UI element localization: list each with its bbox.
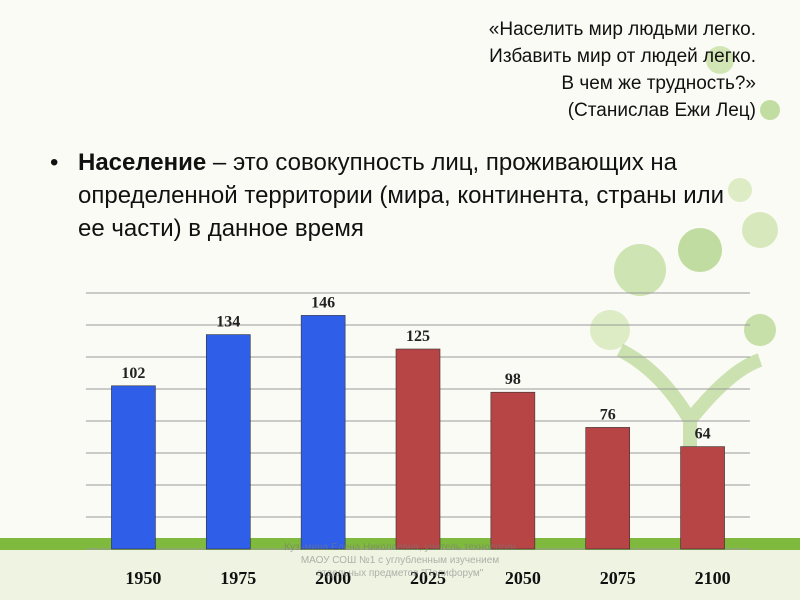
- x-tick-label: 2075: [600, 568, 636, 588]
- x-tick-label: 2050: [505, 568, 541, 588]
- quote-line: (Станислав Ежи Лец): [567, 100, 756, 121]
- bar: [490, 391, 536, 550]
- bar: [205, 334, 251, 550]
- value-label: 76: [600, 406, 616, 423]
- value-label: 146: [311, 294, 335, 311]
- term: Население: [78, 149, 207, 176]
- bullet-dot: •: [50, 149, 59, 176]
- bar: [585, 427, 631, 550]
- bar: [395, 348, 441, 550]
- bar: [300, 315, 346, 550]
- definition: – это совокупность лиц, проживающих на о…: [78, 149, 725, 242]
- footer: Кузьмина Елена Николаевна, учитель техно…: [284, 542, 516, 579]
- quote-line: В чем же трудность?»: [561, 73, 756, 94]
- bullet: • Население – это совокупность лиц, прож…: [50, 146, 730, 245]
- value-label: 98: [505, 371, 521, 388]
- bar: [111, 385, 156, 550]
- bullet-text: Население – это совокупность лиц, прожив…: [78, 146, 730, 245]
- quote-line: «Населить мир людьми легко.: [488, 19, 756, 40]
- x-tick-label: 2100: [695, 568, 731, 588]
- x-tick-label: 2025: [410, 568, 446, 588]
- value-label: 134: [216, 314, 240, 331]
- x-tick-label: 1950: [125, 568, 161, 588]
- bar: [680, 446, 725, 550]
- value-label: 102: [121, 365, 145, 382]
- x-tick-label: 2000: [315, 568, 351, 588]
- value-label: 125: [406, 328, 430, 345]
- quote-line: Избавить мир от людей легко.: [489, 46, 756, 67]
- value-label: 64: [695, 426, 711, 443]
- quote: «Населить мир людьми легко. Избавить мир…: [489, 16, 756, 124]
- x-tick-label: 1975: [220, 568, 256, 588]
